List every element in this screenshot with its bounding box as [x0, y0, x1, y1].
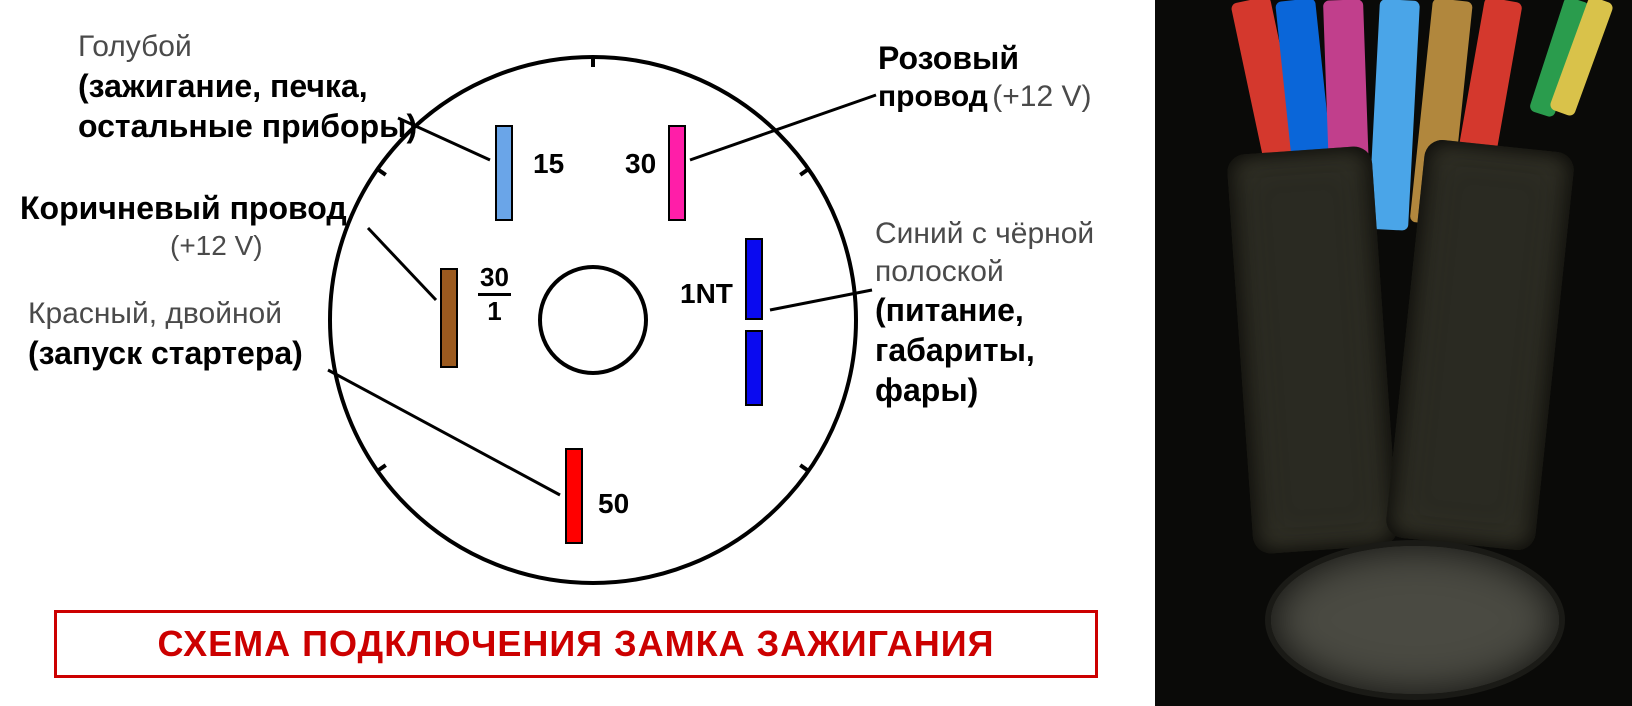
callout-line: габариты, [875, 330, 1094, 370]
page-root: 15303011NT50 Голубой(зажигание, печка,ос… [0, 0, 1632, 706]
callout-line: (зажигание, печка, [78, 66, 417, 106]
callout-line: (питание, [875, 290, 1094, 330]
callout-line: Розовый [878, 38, 1091, 78]
callout-line: Красный, двойной [28, 295, 303, 333]
callout-line: фары) [875, 370, 1094, 410]
callout-line: Коричневый провод [20, 188, 347, 228]
callout-c_red: Красный, двойной(запуск стартера) [28, 295, 303, 373]
callout-line: остальные приборы) [78, 106, 417, 146]
diagram-panel: 15303011NT50 Голубой(зажигание, печка,ос… [0, 0, 1155, 706]
callout-line: полоской [875, 253, 1094, 291]
callout-line: провод (+12 V) [878, 78, 1091, 116]
callout-c_brown: Коричневый провод(+12 V) [20, 188, 347, 263]
callout-line: Голубой [78, 28, 417, 66]
callout-c_blueblack: Синий с чёрнойполоской(питание,габариты,… [875, 215, 1094, 410]
photo-connector-block [1226, 145, 1399, 554]
diagram-title-box: СХЕМА ПОДКЛЮЧЕНИЯ ЗАМКА ЗАЖИГАНИЯ [54, 610, 1098, 678]
callout-line: (+12 V) [20, 228, 347, 263]
callout-c_pink: Розовыйпровод (+12 V) [878, 38, 1091, 116]
callout-c_blue: Голубой(зажигание, печка,остальные прибо… [78, 28, 417, 146]
callout-line: Синий с чёрной [875, 215, 1094, 253]
diagram-title-text: СХЕМА ПОДКЛЮЧЕНИЯ ЗАМКА ЗАЖИГАНИЯ [158, 623, 995, 665]
photo-panel [1155, 0, 1632, 706]
photo-ignition-cylinder [1265, 540, 1565, 700]
callout-line: (запуск стартера) [28, 333, 303, 373]
